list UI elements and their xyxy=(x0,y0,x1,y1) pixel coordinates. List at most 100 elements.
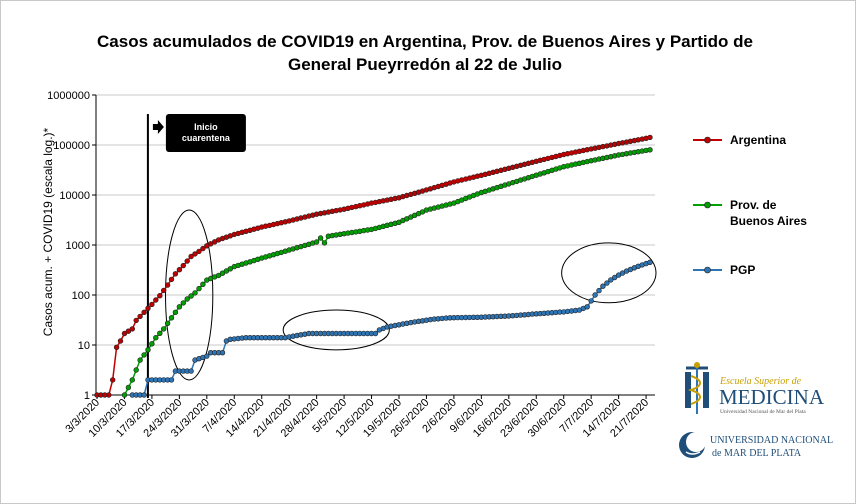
annotation-text-line2: cuarentena xyxy=(182,133,231,143)
unmdp-line1: UNIVERSIDAD NACIONAL xyxy=(710,435,833,446)
series-1 xyxy=(121,147,653,398)
data-point xyxy=(137,357,143,363)
legend-label-line: Argentina xyxy=(730,133,786,147)
data-point xyxy=(157,330,163,336)
y-tick-label: 100000 xyxy=(53,140,90,152)
esm-line3: Universidad Nacional de Mar del Plata xyxy=(720,409,806,415)
data-point xyxy=(176,304,183,310)
series-0 xyxy=(94,134,653,398)
data-point xyxy=(200,245,206,252)
data-point xyxy=(129,326,136,332)
data-point xyxy=(196,248,202,255)
data-point xyxy=(188,368,194,374)
x-ticks: 3/3/202010/3/202017/3/202024/3/202031/3/… xyxy=(63,395,651,440)
data-point xyxy=(604,280,610,286)
data-point xyxy=(113,344,120,350)
data-point xyxy=(176,267,183,273)
data-point xyxy=(168,276,175,283)
data-point xyxy=(596,287,602,294)
legend-label: Prov. de Buenos Aires xyxy=(730,198,807,228)
data-point xyxy=(588,298,594,304)
legend-swatch-marker xyxy=(704,136,711,144)
esm-line1: Escuela Superior de xyxy=(719,376,802,387)
data-point xyxy=(647,259,653,265)
unmdp-line2: de MAR DEL PLATA xyxy=(712,448,802,459)
data-point xyxy=(145,305,151,311)
y-tick-label: 10 xyxy=(78,340,90,352)
data-point xyxy=(172,271,179,277)
highlight-ellipse xyxy=(282,309,390,351)
data-point xyxy=(121,330,128,337)
data-point xyxy=(192,251,198,257)
legend-label: Argentina xyxy=(730,133,786,147)
annotation-text-line1: Inicio xyxy=(194,122,218,132)
legend-label-line: Buenos Aires xyxy=(730,214,807,228)
data-point xyxy=(204,353,210,359)
y-tick-label: 1000000 xyxy=(47,90,90,102)
data-point xyxy=(145,347,151,353)
data-point xyxy=(313,239,320,245)
data-point xyxy=(141,392,147,398)
y-ticks: 1 10 100 1000 10000 100000 1000000 xyxy=(47,90,96,402)
data-point xyxy=(184,258,190,264)
data-point xyxy=(106,392,112,398)
highlight-ellipses xyxy=(165,209,657,381)
data-point xyxy=(611,274,618,281)
data-point xyxy=(188,293,194,299)
legend: Argentina Prov. de Buenos Aires PGP xyxy=(693,133,807,277)
series-2 xyxy=(129,259,653,398)
chart-title: Casos acumulados de COVID19 en Argentina… xyxy=(60,30,790,76)
legend-swatch-marker xyxy=(704,201,711,209)
data-point xyxy=(153,297,159,303)
data-point xyxy=(180,300,187,306)
data-point xyxy=(600,283,606,289)
data-point xyxy=(219,350,226,356)
data-point xyxy=(133,367,139,373)
legend-label: PGP xyxy=(730,263,755,277)
y-axis-label: Casos acum. + COVID19 (escala log.)* xyxy=(41,127,55,336)
data-point xyxy=(153,335,159,341)
data-point xyxy=(200,281,206,287)
data-point xyxy=(172,309,179,315)
data-point xyxy=(372,330,379,337)
series-group xyxy=(94,134,653,398)
highlight-ellipse xyxy=(165,209,214,381)
esm-logo: Escuela Superior de MEDICINA Universidad… xyxy=(685,362,825,415)
arrow-right-icon xyxy=(152,120,164,134)
data-point xyxy=(647,147,653,153)
quarantine-annotation: Inicio cuarentena xyxy=(146,114,246,398)
y-tick-label: 1 xyxy=(84,390,90,402)
data-point xyxy=(137,313,143,320)
data-point xyxy=(164,282,171,288)
data-point xyxy=(188,253,194,260)
data-point xyxy=(168,315,175,321)
data-point xyxy=(109,377,116,383)
data-point xyxy=(317,235,324,241)
data-point xyxy=(125,384,132,391)
y-tick-label: 1000 xyxy=(66,240,90,252)
esm-line2: MEDICINA xyxy=(719,385,825,409)
data-point xyxy=(141,309,147,315)
unmdp-emblem-icon xyxy=(679,432,706,458)
y-tick-label: 10000 xyxy=(59,190,90,202)
data-point xyxy=(196,285,202,292)
series-line xyxy=(97,136,651,396)
caduceus-icon xyxy=(685,362,709,414)
data-point xyxy=(592,292,598,298)
data-point xyxy=(133,317,139,324)
legend-label-line: PGP xyxy=(730,263,755,277)
data-point xyxy=(161,326,167,332)
y-tick-label: 100 xyxy=(72,290,90,302)
data-point xyxy=(141,352,147,358)
data-point xyxy=(125,328,132,334)
chart-title-line1: Casos acumulados de COVID19 en Argentina… xyxy=(97,32,753,51)
data-point xyxy=(584,304,590,310)
data-point xyxy=(117,338,124,344)
data-point xyxy=(161,287,167,294)
unmdp-logo: UNIVERSIDAD NACIONAL de MAR DEL PLATA xyxy=(679,432,833,459)
data-point xyxy=(647,134,653,141)
data-point xyxy=(227,266,234,272)
legend-label-line: Prov. de xyxy=(730,198,777,212)
